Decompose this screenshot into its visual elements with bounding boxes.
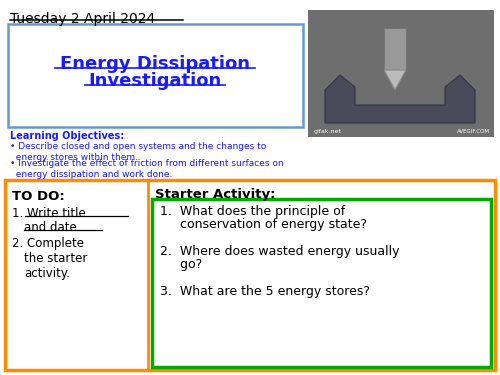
Text: go?: go? (160, 258, 202, 271)
FancyBboxPatch shape (308, 10, 494, 137)
Text: 3.  What are the 5 energy stores?: 3. What are the 5 energy stores? (160, 285, 370, 298)
Text: TO DO:: TO DO: (12, 190, 65, 203)
Text: AVEGIF.COM: AVEGIF.COM (457, 129, 490, 134)
Text: gifak.net: gifak.net (314, 129, 342, 134)
Text: • Describe closed and open systems and the changes to
  energy stores within the: • Describe closed and open systems and t… (10, 142, 266, 162)
Polygon shape (384, 70, 406, 90)
Text: 2. Complete: 2. Complete (12, 237, 84, 250)
Text: Energy Dissipation: Energy Dissipation (60, 55, 250, 73)
Text: activity.: activity. (24, 267, 70, 280)
FancyBboxPatch shape (8, 24, 303, 127)
FancyBboxPatch shape (384, 28, 406, 70)
Text: conservation of energy state?: conservation of energy state? (160, 218, 367, 231)
Polygon shape (325, 75, 475, 123)
Text: the starter: the starter (24, 252, 88, 265)
FancyBboxPatch shape (5, 180, 495, 370)
Text: 1. Write title: 1. Write title (12, 207, 86, 220)
Text: 2.  Where does wasted energy usually: 2. Where does wasted energy usually (160, 245, 400, 258)
FancyBboxPatch shape (152, 199, 491, 367)
Text: and date.: and date. (24, 221, 80, 234)
Text: 1.  What does the principle of: 1. What does the principle of (160, 205, 345, 218)
Text: Learning Objectives:: Learning Objectives: (10, 131, 124, 141)
Text: Tuesday 2 April 2024: Tuesday 2 April 2024 (10, 12, 155, 26)
Text: Investigation: Investigation (88, 72, 222, 90)
Text: • Investigate the effect of friction from different surfaces on
  energy dissipa: • Investigate the effect of friction fro… (10, 159, 283, 179)
Text: Starter Activity:: Starter Activity: (155, 188, 276, 201)
